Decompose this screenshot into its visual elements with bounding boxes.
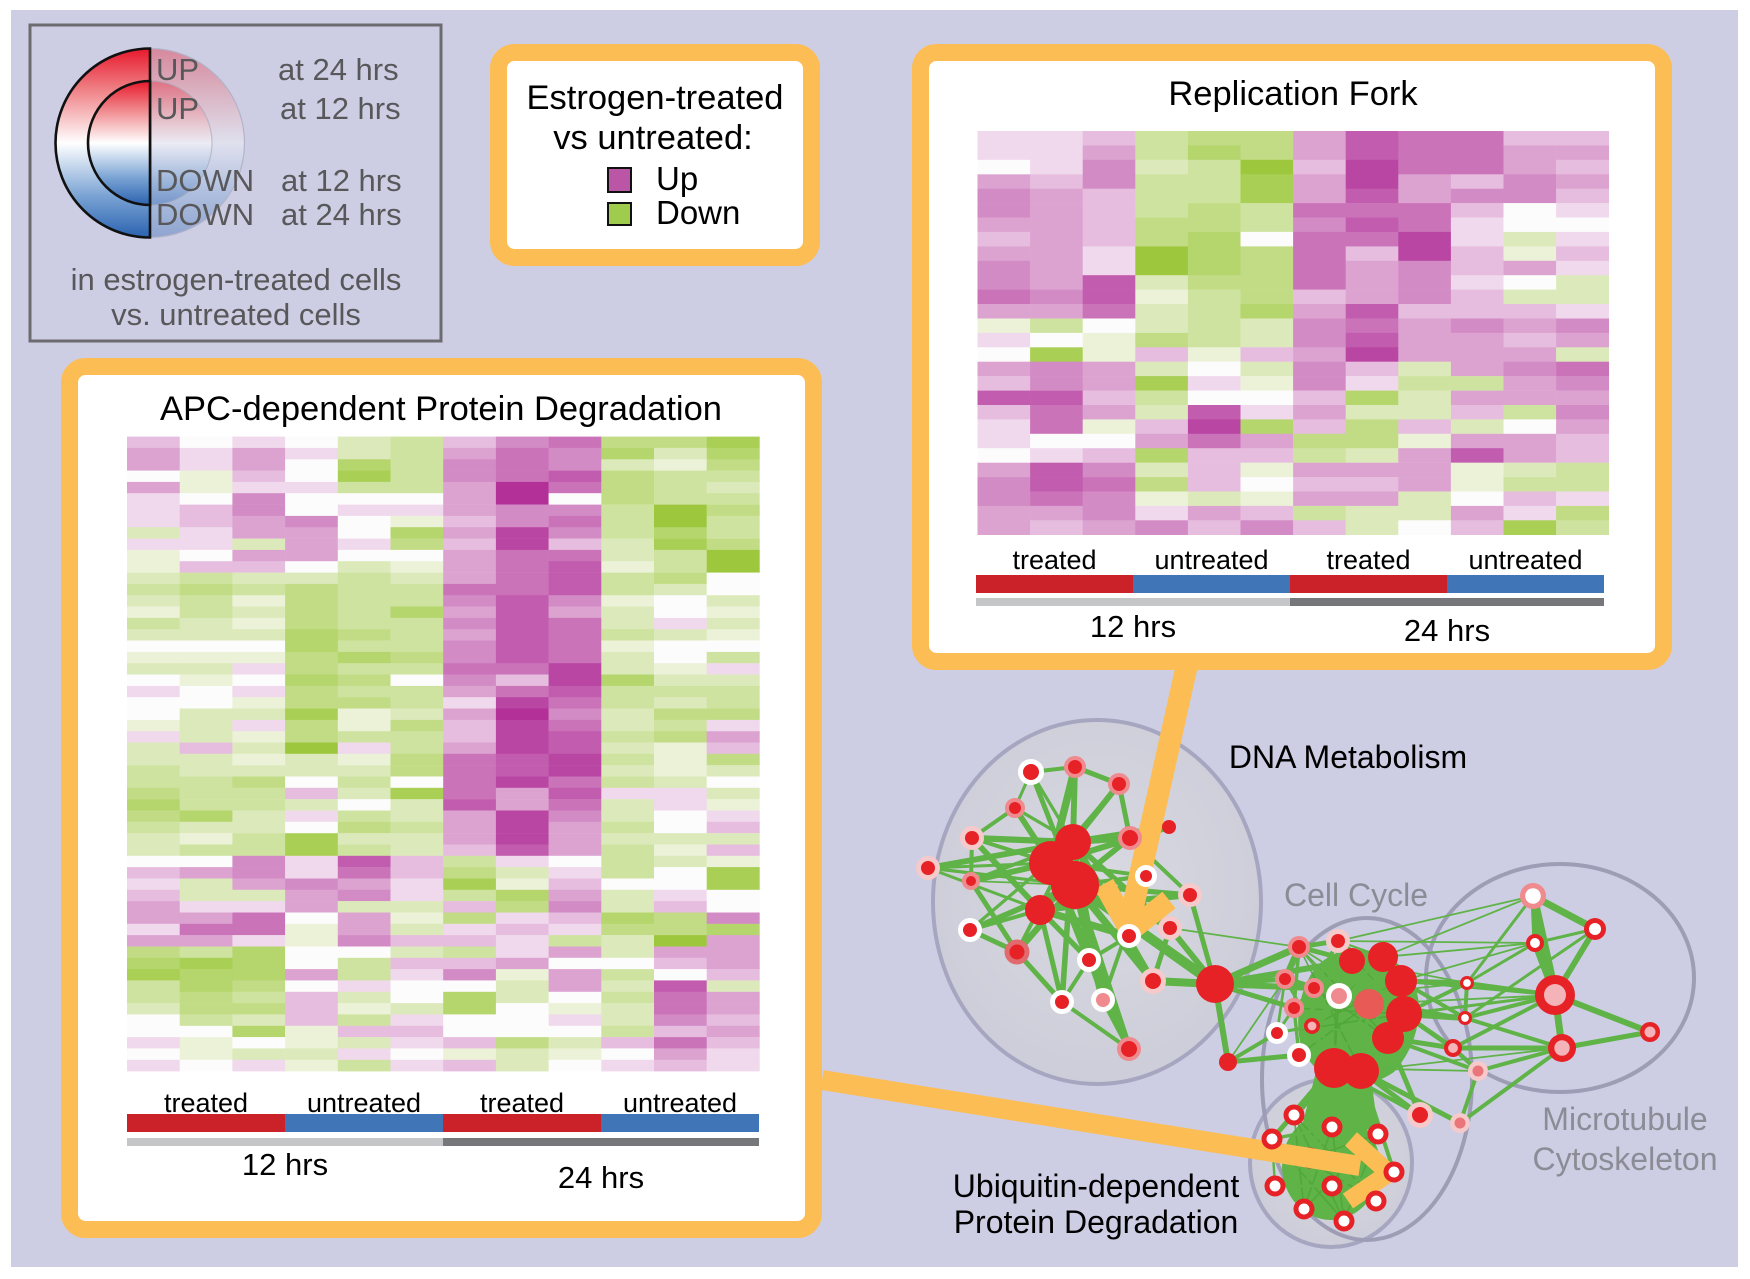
svg-text:24 hrs: 24 hrs <box>558 1160 644 1195</box>
svg-text:untreated: untreated <box>1154 545 1268 575</box>
svg-text:Replication Fork: Replication Fork <box>1168 75 1418 113</box>
svg-text:treated: treated <box>1012 545 1096 575</box>
svg-text:treated: treated <box>164 1088 248 1118</box>
svg-text:treated: treated <box>1326 545 1410 575</box>
svg-text:24 hrs: 24 hrs <box>1404 613 1490 648</box>
svg-text:APC-dependent Protein Degradat: APC-dependent Protein Degradation <box>160 390 722 428</box>
svg-text:DNA Metabolism: DNA Metabolism <box>1229 739 1467 775</box>
svg-text:in estrogen-treated cells: in estrogen-treated cells <box>71 262 402 297</box>
svg-text:at 12 hrs: at 12 hrs <box>281 163 402 198</box>
svg-text:vs. untreated cells: vs. untreated cells <box>111 297 361 332</box>
svg-text:DOWN: DOWN <box>156 163 254 198</box>
svg-text:untreated: untreated <box>623 1088 737 1118</box>
svg-text:Down: Down <box>656 194 740 231</box>
svg-text:untreated: untreated <box>1468 545 1582 575</box>
svg-text:UP: UP <box>156 52 199 87</box>
svg-text:vs untreated:: vs untreated: <box>553 119 752 157</box>
svg-text:12 hrs: 12 hrs <box>1090 609 1176 644</box>
svg-text:at 12 hrs: at 12 hrs <box>280 91 401 126</box>
svg-text:at 24 hrs: at 24 hrs <box>278 52 399 87</box>
svg-text:treated: treated <box>480 1088 564 1118</box>
svg-text:UP: UP <box>156 91 199 126</box>
svg-text:Ubiquitin-dependent: Ubiquitin-dependent <box>953 1168 1240 1204</box>
svg-text:Cytoskeleton: Cytoskeleton <box>1533 1141 1718 1177</box>
svg-text:Cell Cycle: Cell Cycle <box>1284 877 1428 913</box>
svg-text:Protein Degradation: Protein Degradation <box>954 1204 1239 1240</box>
svg-text:Up: Up <box>656 160 698 197</box>
svg-text:12 hrs: 12 hrs <box>242 1147 328 1182</box>
svg-text:Microtubule: Microtubule <box>1542 1101 1707 1137</box>
svg-text:at 24 hrs: at 24 hrs <box>281 197 402 232</box>
svg-text:untreated: untreated <box>307 1088 421 1118</box>
svg-text:Estrogen-treated: Estrogen-treated <box>527 79 784 117</box>
svg-text:DOWN: DOWN <box>156 197 254 232</box>
